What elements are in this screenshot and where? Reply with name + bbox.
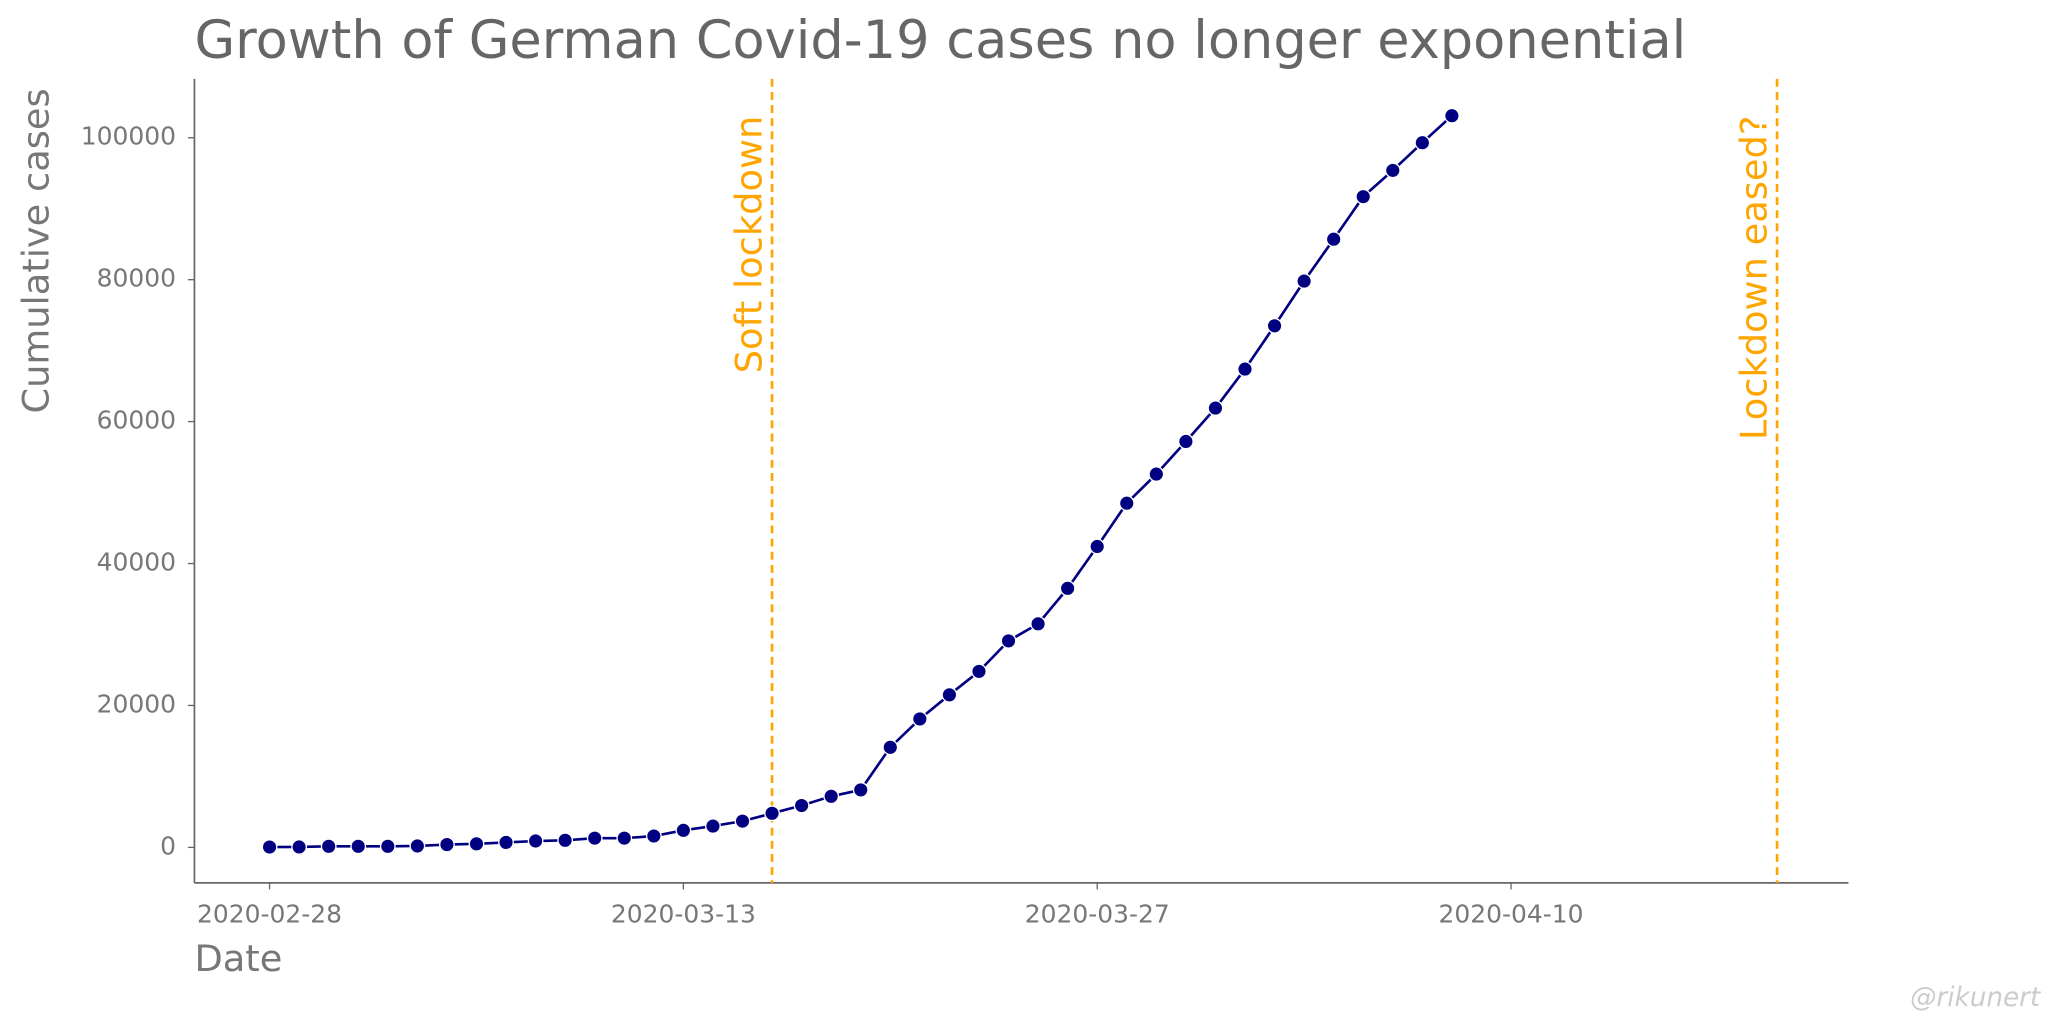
data-point (291, 839, 308, 855)
data-point (1296, 273, 1312, 289)
data-point (586, 830, 603, 847)
data-point (764, 805, 780, 822)
data-point (261, 839, 278, 855)
data-point (882, 739, 899, 756)
data-point (409, 838, 426, 854)
data-point (527, 833, 544, 849)
data-point (468, 835, 485, 852)
data-point (616, 830, 633, 847)
series-line (269, 114, 1453, 849)
x-tick-label: 2020-02-28 (197, 900, 342, 929)
x-tick-label: 2020-03-27 (1025, 900, 1170, 929)
event-label: Soft lockdown (728, 116, 771, 374)
data-point (1325, 231, 1342, 248)
data-point (379, 838, 396, 855)
data-point (320, 838, 337, 855)
y-tick-label: 80000 (97, 264, 176, 293)
watermark: @rikunert (1910, 983, 2042, 1013)
data-point (793, 797, 810, 814)
data-point (1355, 188, 1372, 205)
data-point (1059, 580, 1076, 597)
event-label: Lockdown eased? (1733, 116, 1776, 440)
y-tick-label: 0 (160, 831, 176, 860)
data-point (1089, 538, 1106, 555)
data-point (645, 828, 662, 844)
data-point (1384, 162, 1401, 179)
data-point (823, 788, 840, 805)
data-point (1177, 433, 1194, 450)
data-point (1118, 495, 1135, 512)
data-point (911, 711, 928, 727)
x-tick-label: 2020-03-13 (611, 900, 756, 929)
y-tick-label: 20000 (97, 689, 176, 718)
data-point (1414, 134, 1431, 151)
y-tick-label: 100000 (81, 122, 176, 151)
data-point (971, 663, 987, 680)
data-point (705, 818, 721, 834)
y-tick-label: 40000 (97, 548, 176, 577)
data-point (1000, 632, 1017, 649)
data-point (1207, 400, 1224, 417)
data-point (734, 813, 751, 830)
data-point (1237, 361, 1253, 377)
x-axis-label: Date (194, 937, 282, 980)
y-axis-label: Cumulative cases (15, 88, 58, 413)
data-point (350, 838, 367, 855)
data-point (557, 832, 574, 849)
data-point (941, 686, 958, 703)
data-point (1444, 107, 1460, 124)
data-point (1148, 466, 1165, 482)
data-point (1030, 615, 1046, 632)
data-point (498, 834, 514, 851)
x-tick-label: 2020-04-10 (1439, 900, 1584, 929)
data-point (852, 782, 869, 798)
data-point (675, 822, 692, 839)
y-tick-label: 60000 (97, 406, 176, 435)
chart-title: Growth of German Covid-19 cases no longe… (194, 10, 1686, 71)
data-point (1266, 317, 1283, 334)
data-point (439, 836, 455, 853)
